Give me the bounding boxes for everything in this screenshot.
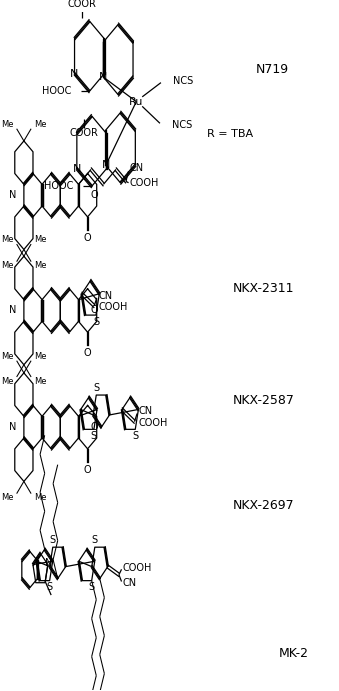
Text: Me: Me <box>2 493 14 502</box>
Text: Me: Me <box>34 120 46 129</box>
Text: Ru: Ru <box>129 97 143 106</box>
Text: CN: CN <box>138 406 153 417</box>
Text: S: S <box>91 431 97 441</box>
Text: O: O <box>84 233 92 243</box>
Text: Me: Me <box>2 352 14 361</box>
Text: Me: Me <box>2 236 14 245</box>
Text: NKX-2311: NKX-2311 <box>233 283 295 295</box>
Text: NCS: NCS <box>174 75 194 86</box>
Text: CN: CN <box>98 291 112 301</box>
Text: N: N <box>71 69 79 79</box>
Text: CN: CN <box>130 163 144 173</box>
Text: Me: Me <box>34 261 46 270</box>
Text: O: O <box>84 465 92 475</box>
Text: Me: Me <box>2 120 14 129</box>
Text: N: N <box>99 72 108 82</box>
Text: S: S <box>88 583 95 592</box>
Text: N: N <box>9 305 17 316</box>
Text: COOH: COOH <box>138 418 168 428</box>
Text: N: N <box>73 164 81 173</box>
Text: Me: Me <box>2 377 14 386</box>
Text: COOH: COOH <box>130 178 159 189</box>
Text: S: S <box>92 536 98 545</box>
Text: HOOC: HOOC <box>42 86 71 97</box>
Text: Me: Me <box>2 261 14 270</box>
Text: N: N <box>102 160 110 171</box>
Text: NCS: NCS <box>173 120 193 131</box>
Text: COOH: COOH <box>123 563 152 573</box>
Text: S: S <box>46 583 53 592</box>
Text: S: S <box>93 384 99 393</box>
Text: NKX-2697: NKX-2697 <box>233 500 295 512</box>
Text: COOR: COOR <box>70 128 99 138</box>
Text: N719: N719 <box>256 64 289 76</box>
Text: Me: Me <box>34 236 46 245</box>
Text: O: O <box>90 422 98 432</box>
Text: Me: Me <box>34 493 46 502</box>
Text: MK-2: MK-2 <box>279 647 309 659</box>
Text: N: N <box>9 422 17 432</box>
Text: S: S <box>50 536 56 545</box>
Text: S: S <box>93 317 99 327</box>
Text: O: O <box>90 305 98 316</box>
Text: COOR: COOR <box>67 0 96 9</box>
Text: N: N <box>45 558 53 567</box>
Text: HOOC: HOOC <box>44 181 74 191</box>
Text: O: O <box>90 190 98 200</box>
Text: NKX-2587: NKX-2587 <box>233 394 295 406</box>
Text: Me: Me <box>34 377 46 386</box>
Text: R = TBA: R = TBA <box>207 129 253 139</box>
Text: COOH: COOH <box>98 302 127 312</box>
Text: S: S <box>132 431 138 441</box>
Text: N: N <box>9 190 17 200</box>
Text: CN: CN <box>123 578 137 588</box>
Text: O: O <box>84 348 92 359</box>
Text: Me: Me <box>34 352 46 361</box>
